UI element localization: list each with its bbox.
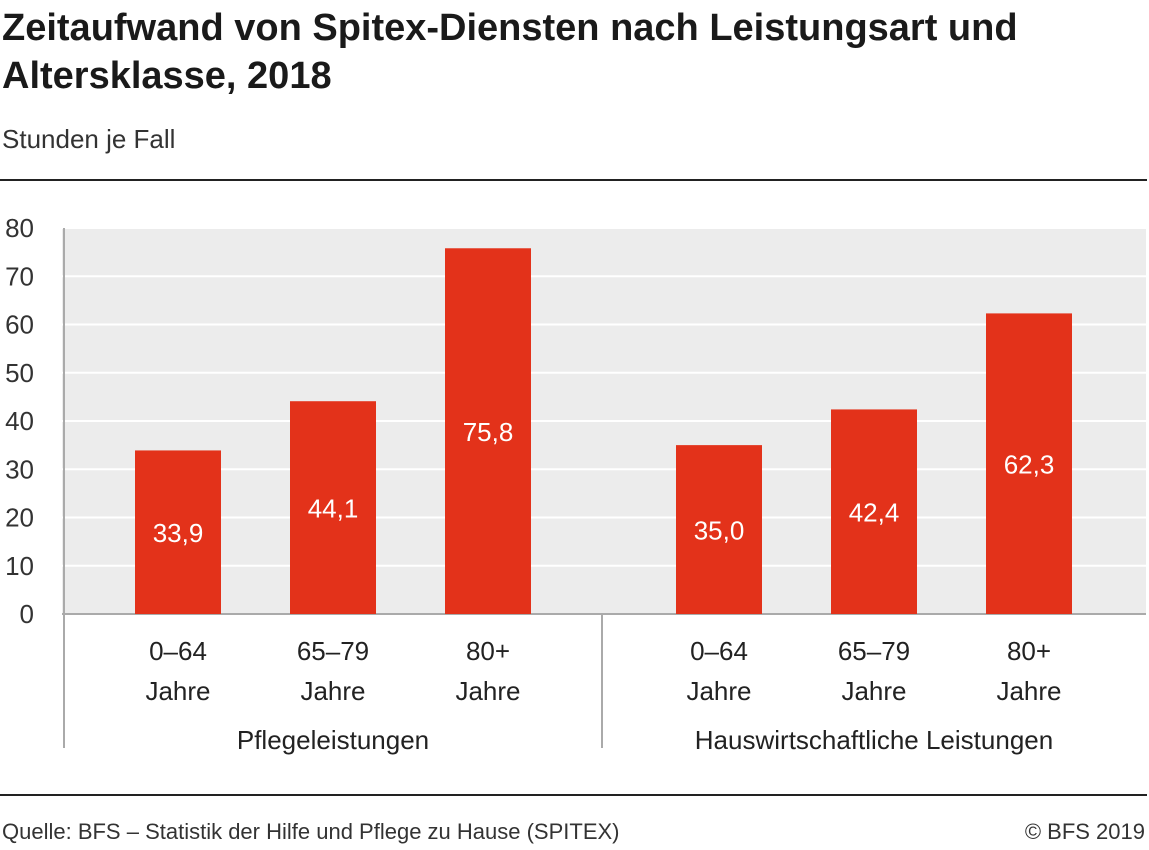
chart-title: Zeitaufwand von Spitex-Diensten nach Lei… [2,7,1018,97]
bar [676,445,762,614]
bar-value-label: 62,3 [1004,450,1055,480]
copyright-note: © BFS 2019 [1024,819,1145,844]
bottom-divider [0,794,1147,796]
bar-value-label: 33,9 [153,518,204,548]
bar-value-label: 35,0 [694,516,745,546]
chart-subtitle: Stunden je Fall [2,124,176,154]
y-tick-label: 70 [5,261,34,291]
x-category-label: 65–79 [838,636,910,666]
x-group-label: Pflegeleistungen [237,725,429,755]
bar-value-label: 42,4 [849,498,900,528]
bar-value-label: 44,1 [308,494,359,524]
bar [290,401,376,614]
bar [986,313,1072,614]
x-category-label: 80+ [1007,636,1051,666]
x-category-label: Jahre [996,676,1061,706]
bar [831,409,917,614]
x-category-label: Jahre [300,676,365,706]
x-category-label: Jahre [686,676,751,706]
y-tick-label: 10 [5,551,34,581]
x-category-label: Jahre [841,676,906,706]
bar [135,450,221,614]
x-category-label: Jahre [455,676,520,706]
x-group-label: Hauswirtschaftliche Leistungen [695,725,1053,755]
bar [445,248,531,614]
x-category-label: 0–64 [149,636,207,666]
x-category-label: Jahre [145,676,210,706]
x-category-label: 65–79 [297,636,369,666]
top-divider [0,179,1147,181]
y-tick-label: 60 [5,310,34,340]
x-category-label: 0–64 [690,636,748,666]
y-tick-label: 0 [20,599,34,629]
y-tick-label: 30 [5,454,34,484]
bar-chart: 0 10 20 30 40 50 60 70 80 33,9 0–64 Jahre 44,1 65–79 J… [5,213,1146,755]
y-tick-label: 80 [5,213,34,243]
y-tick-label: 50 [5,358,34,388]
y-tick-label: 20 [5,503,34,533]
bar-value-label: 75,8 [463,417,514,447]
source-note: Quelle: BFS – Statistik der Hilfe und Pf… [2,819,620,844]
x-category-label: 80+ [466,636,510,666]
y-tick-label: 40 [5,406,34,436]
